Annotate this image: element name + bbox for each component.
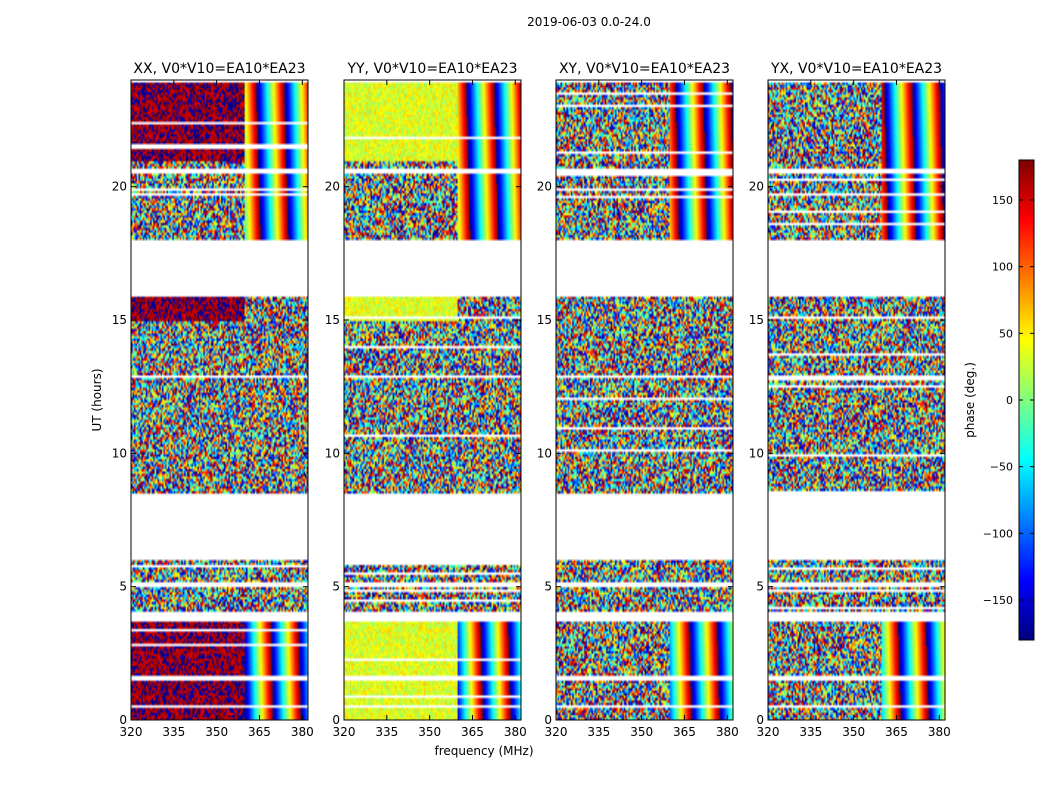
y-tick-label: 20: [325, 180, 340, 194]
panel-frame: [555, 79, 734, 721]
x-tick-label: 365: [248, 725, 271, 739]
panel-0: XX, V0*V10=EA10*EA23 320 335 350 365 380 0 5 10 1…: [112, 61, 314, 739]
x-tick-label: 335: [162, 725, 185, 739]
panel-heatmap: [344, 80, 521, 720]
panel-title: XY, V0*V10=EA10*EA23: [559, 61, 730, 77]
x-tick-label: 320: [120, 725, 143, 739]
y-tick-label: 5: [119, 580, 127, 594]
panel-heatmap: [131, 80, 308, 720]
panel-frame: [130, 79, 309, 721]
panel-title: YX, V0*V10=EA10*EA23: [770, 61, 942, 77]
panel-3: YX, V0*V10=EA10*EA23 320 335 350 365 380 0 5 10 1…: [749, 61, 951, 739]
panel-frame: [343, 79, 522, 721]
x-tick-label: 380: [504, 725, 527, 739]
colorbar-tick-label: 150: [992, 194, 1013, 207]
x-tick-label: 320: [757, 725, 780, 739]
colorbar-tick-label: 100: [992, 261, 1013, 274]
y-tick-label: 20: [749, 180, 764, 194]
x-tick-label: 350: [842, 725, 865, 739]
panel-1: YY, V0*V10=EA10*EA23 320 335 350 365 380 0 5 10 1…: [325, 61, 527, 739]
x-tick-label: 335: [375, 725, 398, 739]
colorbar: −150 −100 −50 0 50 100 150: [983, 159, 1035, 641]
y-tick-label: 5: [332, 580, 340, 594]
y-tick-label: 10: [749, 446, 764, 460]
x-tick-label: 335: [587, 725, 610, 739]
colorbar-gradient: [1019, 160, 1034, 640]
panel-frame: [767, 79, 946, 721]
x-tick-label: 365: [673, 725, 696, 739]
y-tick-label: 10: [537, 446, 552, 460]
x-tick-label: 350: [630, 725, 653, 739]
y-tick-label: 15: [537, 313, 552, 327]
x-axis-label: frequency (MHz): [434, 744, 533, 758]
x-tick-label: 335: [799, 725, 822, 739]
panel-title: XX, V0*V10=EA10*EA23: [133, 61, 305, 77]
y-tick-label: 5: [756, 580, 764, 594]
y-tick-label: 10: [112, 446, 127, 460]
y-tick-label: 15: [112, 313, 127, 327]
panel-heatmap: [556, 80, 733, 720]
y-tick-label: 0: [544, 713, 552, 727]
panels: XX, V0*V10=EA10*EA23 320 335 350 365 380 0 5 10 1…: [112, 61, 951, 739]
y-tick-label: 20: [112, 180, 127, 194]
x-tick-label: 365: [461, 725, 484, 739]
x-tick-label: 350: [418, 725, 441, 739]
y-tick-label: 15: [749, 313, 764, 327]
x-tick-label: 380: [716, 725, 739, 739]
panel-title: YY, V0*V10=EA10*EA23: [346, 61, 517, 77]
y-tick-label: 0: [756, 713, 764, 727]
panel-heatmap: [768, 80, 945, 720]
x-tick-label: 320: [545, 725, 568, 739]
colorbar-tick-label: 50: [999, 327, 1013, 340]
x-tick-label: 365: [885, 725, 908, 739]
colorbar-label: phase (deg.): [963, 362, 977, 438]
x-tick-label: 350: [205, 725, 228, 739]
y-axis-label: UT (hours): [90, 368, 104, 431]
y-tick-label: 0: [119, 713, 127, 727]
x-tick-label: 380: [291, 725, 314, 739]
colorbar-tick-label: −100: [983, 527, 1013, 540]
colorbar-tick-label: −150: [983, 594, 1013, 607]
figure-suptitle: 2019-06-03 0.0-24.0: [527, 15, 651, 29]
y-tick-label: 20: [537, 180, 552, 194]
y-tick-label: 10: [325, 446, 340, 460]
colorbar-tick-label: −50: [990, 461, 1013, 474]
y-tick-label: 5: [544, 580, 552, 594]
panel-2: XY, V0*V10=EA10*EA23 320 335 350 365 380 0 5 10 1…: [537, 61, 739, 739]
y-tick-label: 15: [325, 313, 340, 327]
x-tick-label: 380: [928, 725, 951, 739]
y-tick-label: 0: [332, 713, 340, 727]
colorbar-tick-label: 0: [1006, 394, 1013, 407]
x-tick-label: 320: [333, 725, 356, 739]
